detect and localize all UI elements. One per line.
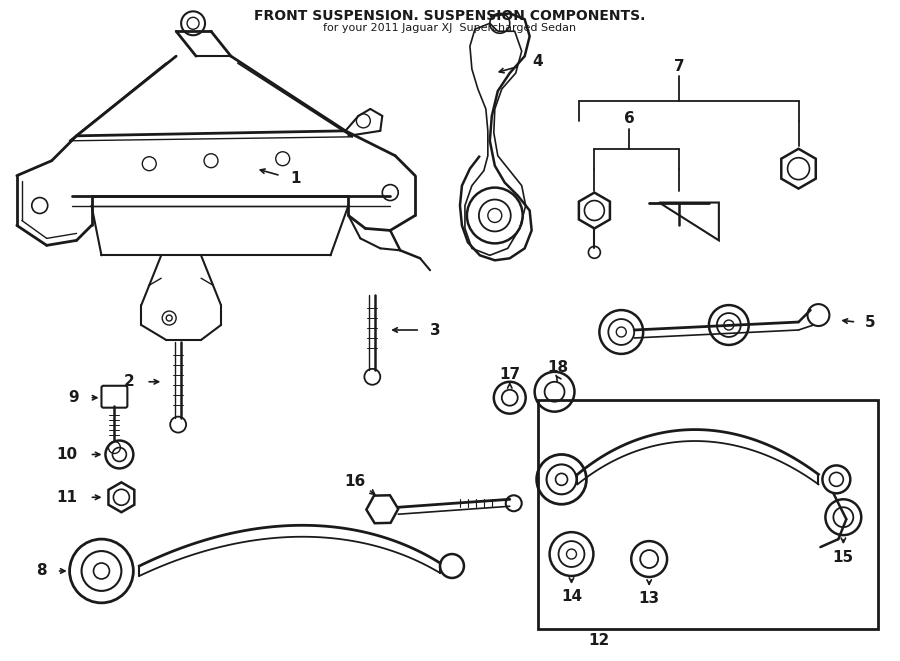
Text: 10: 10: [56, 447, 77, 462]
Text: 3: 3: [430, 323, 440, 338]
Bar: [537, 400, 878, 629]
Text: 15: 15: [832, 549, 854, 564]
Text: 18: 18: [547, 360, 568, 375]
Text: 16: 16: [345, 474, 366, 489]
Text: 7: 7: [674, 59, 684, 73]
Text: 17: 17: [500, 368, 520, 382]
Text: 2: 2: [124, 374, 135, 389]
Text: 6: 6: [624, 112, 634, 126]
Text: FRONT SUSPENSION. SUSPENSION COMPONENTS.: FRONT SUSPENSION. SUSPENSION COMPONENTS.: [255, 9, 645, 23]
Text: 14: 14: [561, 590, 582, 604]
Text: 12: 12: [589, 633, 610, 648]
Text: for your 2011 Jaguar XJ  Supercharged Sedan: for your 2011 Jaguar XJ Supercharged Sed…: [323, 23, 577, 33]
Text: 11: 11: [56, 490, 77, 505]
Text: 4: 4: [532, 54, 543, 69]
Text: 8: 8: [36, 563, 47, 578]
FancyBboxPatch shape: [102, 386, 128, 408]
Text: 13: 13: [639, 592, 660, 606]
Text: 9: 9: [68, 390, 79, 405]
Text: 5: 5: [865, 315, 876, 330]
Text: 1: 1: [291, 171, 301, 186]
